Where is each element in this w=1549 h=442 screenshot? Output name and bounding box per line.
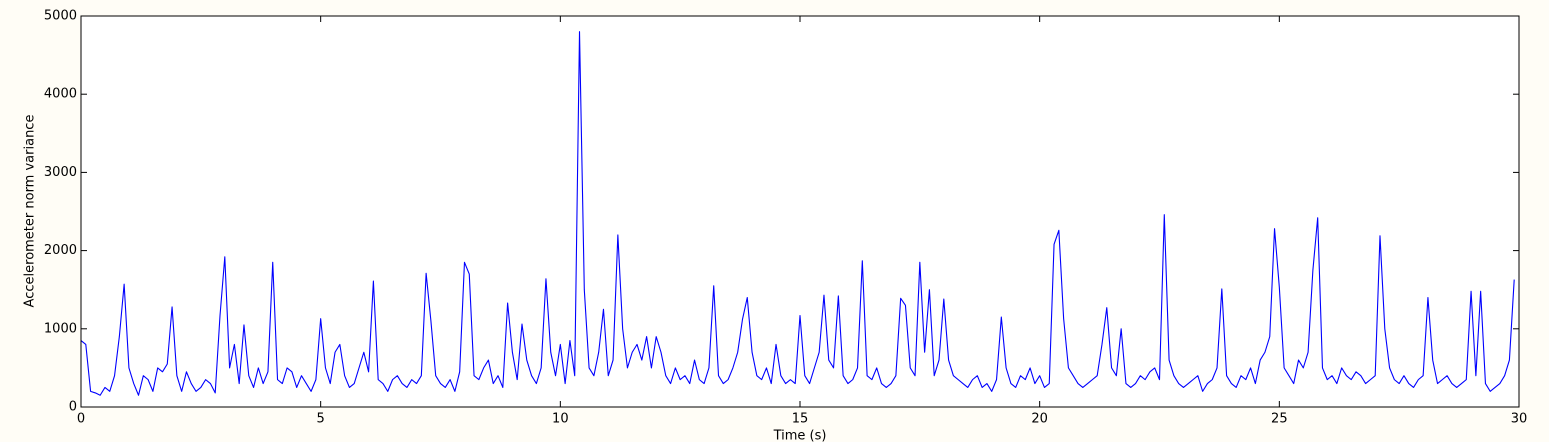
y-tick-label: 5000 bbox=[44, 9, 77, 24]
x-tick-label: 15 bbox=[792, 412, 809, 427]
y-tick-label: 1000 bbox=[44, 321, 77, 336]
x-tick-label: 5 bbox=[317, 412, 325, 427]
y-tick-label: 4000 bbox=[44, 87, 77, 102]
x-tick-label: 20 bbox=[1031, 412, 1048, 427]
x-tick-label: 30 bbox=[1511, 412, 1528, 427]
x-axis-label: Time (s) bbox=[773, 429, 827, 442]
x-tick-label: 10 bbox=[552, 412, 569, 427]
x-tick-label: 25 bbox=[1271, 412, 1288, 427]
y-tick-label: 3000 bbox=[44, 165, 77, 180]
y-axis-label: Accelerometer norm variance bbox=[23, 115, 38, 308]
y-tick-label: 0 bbox=[69, 400, 77, 415]
x-tick-label: 0 bbox=[77, 412, 85, 427]
y-tick-label: 2000 bbox=[44, 243, 77, 258]
data-line bbox=[80, 31, 1515, 396]
plot-area bbox=[81, 16, 1519, 407]
